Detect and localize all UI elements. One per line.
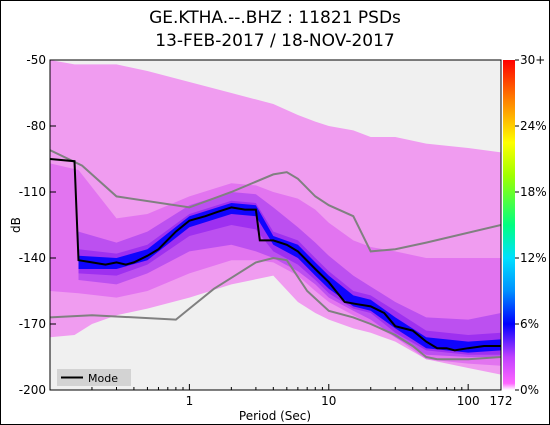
y-axis: -50 -80 -110 -140 -170 -200: [19, 53, 56, 397]
legend-mode-label: Mode: [88, 372, 118, 385]
plot-border: [49, 59, 502, 391]
nlnm-line: [50, 256, 501, 361]
x-axis: 1 10 100 172: [91, 384, 513, 408]
x-tick-label: 100: [457, 394, 480, 408]
colorbar-tick-label: 24%: [520, 119, 547, 133]
colorbar: [503, 60, 515, 390]
nhnm-line: [50, 149, 501, 253]
x-axis-label: Period (Sec): [239, 409, 311, 423]
y-tick-label: -170: [19, 317, 46, 331]
line-layer: [50, 149, 501, 361]
colorbar-tick-label: 12%: [520, 251, 547, 265]
y-tick-label: -200: [19, 383, 46, 397]
pdf-band-4: [78, 200, 501, 355]
colorbar-tick-label: 30+: [520, 53, 545, 67]
y-tick-label: -140: [19, 251, 46, 265]
mode-line: [50, 158, 501, 352]
y-axis-label: dB: [9, 217, 23, 233]
y-tick-label: -110: [19, 185, 46, 199]
x-tick-label: 1: [186, 394, 194, 408]
colorbar-tick-label: 18%: [520, 185, 547, 199]
pdf-density-layer: [50, 60, 501, 375]
chart-title: GE.KTHA.--.BHZ : 11821 PSDs: [149, 8, 401, 28]
legend-box: [57, 369, 131, 386]
legend: Mode: [57, 369, 131, 386]
y-tick-label: -80: [26, 119, 46, 133]
colorbar-axis: 0% 6% 12% 18% 24% 30+: [515, 53, 547, 397]
colorbar-tick-label: 0%: [520, 383, 539, 397]
x-tick-label: 172: [490, 394, 513, 408]
colorbar-tick-label: 6%: [520, 317, 539, 331]
y-tick-label: -50: [26, 53, 46, 67]
chart-subtitle: 13-FEB-2017 / 18-NOV-2017: [155, 31, 395, 51]
x-tick-label: 10: [321, 394, 336, 408]
